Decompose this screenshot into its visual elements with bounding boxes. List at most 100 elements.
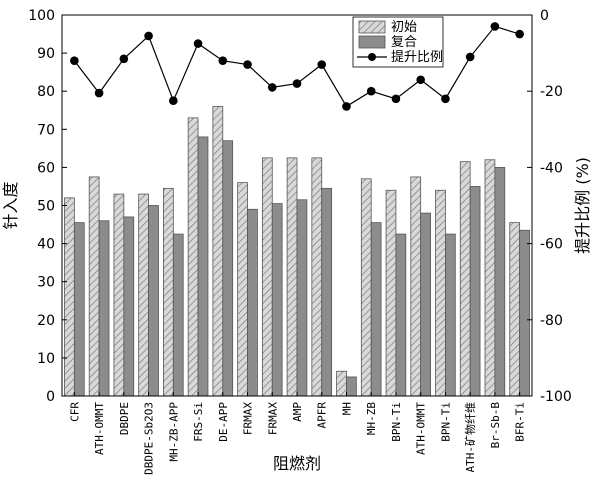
ratio-point bbox=[317, 60, 327, 69]
x-tick-label: MH bbox=[340, 402, 353, 415]
y2-tick-label: -60 bbox=[540, 237, 563, 253]
y2-axis-title: 提升比例 (%) bbox=[573, 157, 592, 254]
y2-tick-label: -20 bbox=[540, 84, 563, 100]
y-tick-label: 70 bbox=[37, 122, 55, 138]
x-tick-label: ATH-OMMT bbox=[93, 402, 106, 455]
ratio-point bbox=[391, 94, 401, 104]
y-tick-label: 30 bbox=[37, 275, 55, 291]
ratio-point bbox=[441, 94, 450, 104]
x-axis-title: 阻燃剂 bbox=[273, 454, 321, 473]
bar-composite bbox=[420, 212, 431, 397]
ratio-point bbox=[169, 96, 178, 106]
y-axis-title: 针入度 bbox=[1, 181, 20, 229]
ratio-point bbox=[342, 102, 351, 111]
bar-initial bbox=[410, 176, 422, 397]
bar-composite bbox=[271, 203, 283, 397]
bar-composite bbox=[321, 187, 333, 397]
y-tick-label: 80 bbox=[37, 84, 55, 100]
bar-composite bbox=[296, 199, 308, 397]
bar-initial bbox=[311, 157, 323, 397]
bar-composite bbox=[494, 166, 506, 397]
legend-label: 复合 bbox=[391, 35, 417, 50]
y-tick-label: 90 bbox=[37, 46, 55, 62]
ratio-point bbox=[144, 31, 153, 41]
bar-composite bbox=[222, 140, 234, 397]
bar-composite bbox=[98, 220, 110, 397]
x-tick-label: FRS-Si bbox=[192, 402, 205, 442]
bar-composite bbox=[123, 216, 135, 397]
bar-initial bbox=[459, 161, 471, 397]
ratio-point bbox=[193, 39, 203, 48]
y-tick-label: 100 bbox=[28, 8, 55, 24]
bar-composite bbox=[197, 136, 209, 397]
ratio-point bbox=[267, 83, 277, 92]
ratio-point bbox=[366, 86, 376, 96]
x-tick-label: APFR bbox=[316, 402, 329, 429]
ratio-point bbox=[218, 56, 228, 66]
bar-initial bbox=[435, 189, 446, 397]
bar-initial bbox=[509, 222, 521, 397]
bar-composite bbox=[445, 233, 456, 397]
x-tick-label: DBDPE-Sb2O3 bbox=[143, 402, 156, 475]
bar-initial bbox=[88, 176, 100, 397]
bar-initial bbox=[138, 193, 149, 397]
bar-composite bbox=[148, 205, 159, 397]
ratio-point bbox=[94, 88, 104, 98]
ratio-point bbox=[416, 75, 425, 85]
bar-composite bbox=[519, 229, 530, 397]
ratio-point bbox=[243, 60, 252, 69]
y-tick-label: 20 bbox=[37, 313, 55, 329]
bar-initial bbox=[64, 197, 75, 397]
y-tick-label: 0 bbox=[46, 389, 55, 405]
x-tick-label: ATH-矿物纤维 bbox=[463, 402, 477, 473]
y-tick-label: 50 bbox=[37, 199, 55, 215]
x-tick-label: CFR bbox=[68, 402, 81, 422]
ratio-point bbox=[292, 79, 302, 88]
x-tick-label: FRMAX bbox=[266, 402, 279, 435]
legend-swatch-composite bbox=[358, 35, 386, 49]
x-tick-label: BFR-Ti bbox=[514, 402, 527, 442]
y-tick-label: 60 bbox=[37, 160, 55, 176]
y2-tick-label: -100 bbox=[540, 389, 572, 405]
bar-composite bbox=[395, 233, 407, 397]
bar-composite bbox=[370, 222, 382, 397]
bar-initial bbox=[237, 182, 248, 397]
x-tick-label: Br-Sb-B bbox=[489, 402, 502, 449]
x-tick-label: DBDPE bbox=[118, 402, 131, 435]
x-tick-label: FRMAX bbox=[242, 402, 255, 435]
bar-composite bbox=[73, 222, 85, 397]
x-tick-label: AMP bbox=[291, 402, 304, 422]
y2-tick-label: -40 bbox=[540, 160, 563, 176]
y-tick-label: 40 bbox=[37, 237, 55, 253]
bar-composite bbox=[469, 186, 481, 397]
bar-initial bbox=[163, 187, 174, 397]
x-tick-label: BPN-Ti bbox=[390, 402, 403, 442]
bar-initial bbox=[360, 178, 372, 397]
bar-initial bbox=[212, 106, 224, 397]
x-tick-label: BPN-Ti bbox=[439, 402, 452, 442]
legend-swatch-initial bbox=[358, 20, 386, 34]
bar-composite bbox=[346, 376, 357, 397]
ratio-point bbox=[515, 29, 524, 39]
legend-label: 提升比例 bbox=[391, 49, 443, 65]
bar-initial bbox=[187, 117, 199, 397]
x-tick-label: MH-ZB bbox=[365, 402, 378, 435]
x-tick-label: ATH-OMMT bbox=[415, 402, 428, 455]
ratio-point bbox=[465, 52, 475, 62]
ratio-point bbox=[119, 54, 129, 64]
legend-label: 初始 bbox=[391, 20, 417, 35]
x-tick-label: MH-ZB-APP bbox=[167, 402, 180, 462]
y-tick-label: 10 bbox=[37, 351, 55, 367]
bar-initial bbox=[286, 157, 298, 397]
ratio-line-series bbox=[70, 22, 524, 111]
ratio-point bbox=[70, 56, 79, 66]
bar-initial bbox=[385, 189, 397, 397]
bar-initial bbox=[484, 159, 496, 397]
x-tick-label: DE-APP bbox=[217, 402, 230, 442]
legend-marker-ratio bbox=[368, 53, 376, 61]
bar-composite bbox=[247, 208, 258, 397]
bar-initial bbox=[336, 370, 347, 397]
bar-composite bbox=[172, 233, 184, 397]
